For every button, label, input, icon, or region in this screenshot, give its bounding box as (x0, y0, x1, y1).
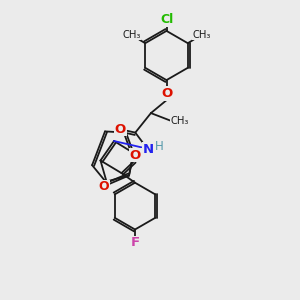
Text: CH₃: CH₃ (171, 116, 189, 126)
Text: Cl: Cl (160, 13, 174, 26)
Text: O: O (130, 148, 141, 162)
Text: O: O (161, 87, 172, 100)
Text: O: O (115, 122, 126, 136)
Text: F: F (130, 236, 140, 250)
Text: H: H (155, 140, 164, 153)
Text: CH₃: CH₃ (192, 30, 211, 40)
Text: N: N (142, 142, 154, 156)
Text: CH₃: CH₃ (122, 30, 141, 40)
Text: O: O (99, 180, 110, 194)
